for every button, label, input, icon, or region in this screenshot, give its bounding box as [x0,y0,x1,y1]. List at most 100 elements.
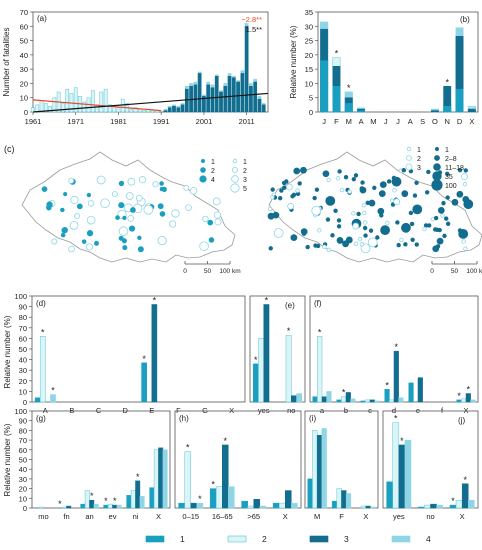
y-axis-label: Relative number (%) [3,423,12,496]
bar [417,377,423,403]
map-point [379,181,387,189]
panel-label: (j) [458,416,465,425]
map-point [61,226,68,234]
y-tick-label: 10 [20,94,28,103]
bar [141,362,147,403]
map-point [297,181,302,186]
map-outline [21,151,236,263]
legend-marker [405,163,413,171]
bar [370,506,376,509]
map-point [189,187,198,195]
bar [135,480,141,509]
map-point [322,244,327,250]
bar [398,444,406,509]
map-point [76,203,83,210]
bar [331,500,338,509]
bar [316,435,323,509]
significance-star: * [347,83,351,93]
map-point [100,198,110,208]
bar [392,422,400,509]
map-point [270,195,275,200]
map-point [353,241,359,246]
bar [50,394,56,403]
x-tick-label: 1971 [67,117,84,126]
legend-label: 1 [417,147,421,154]
significance-star: * [394,414,398,424]
bar [84,490,90,509]
y-tick-label: 30 [305,22,313,31]
x-tick-label: X [283,512,288,521]
significance-star: * [451,496,455,506]
trend-label: −2.8** [241,15,262,24]
x-tick-label: yes [393,512,405,521]
x-tick-label: J [396,117,400,126]
map-point [313,243,318,248]
significance-star: * [41,327,45,337]
legend-label: 1 [211,159,215,166]
map-point [202,215,209,223]
bar [332,86,341,113]
map-point [325,196,336,206]
map-point [445,195,450,200]
bar [240,73,245,113]
y-tick-label: 0 [309,108,313,117]
bar [455,88,464,113]
map-point [356,211,361,217]
x-tick-label: 2001 [196,117,213,126]
bar [285,490,292,509]
legend-label: 2 [417,156,421,163]
y-tick-label: 10 [19,387,27,396]
map-point [94,240,99,246]
y-tick-label: 0 [24,108,28,117]
map-point [287,202,295,210]
map-point [300,228,308,236]
bar [103,88,108,113]
map-point [121,238,127,244]
map-point [74,213,80,219]
bar [345,392,351,403]
map-point [68,245,75,253]
bar [43,103,48,113]
map-point [137,246,144,253]
bar [291,395,297,403]
bar [66,505,72,509]
bar [162,449,168,509]
map-point [352,222,360,230]
bar [150,110,155,113]
map-point [135,194,143,202]
significance-star: * [198,494,202,504]
bar [312,430,318,509]
map-point [456,190,464,198]
map-point [70,195,79,204]
legend-marker [406,146,412,152]
bar [389,399,395,403]
bar [263,304,270,403]
map-point [60,232,66,238]
map-point [214,218,222,226]
map-point [437,207,445,214]
bar [393,350,399,403]
map-point [295,188,300,193]
map-point [122,245,128,251]
bar [65,88,70,113]
map-point [171,209,180,218]
significance-star: * [335,49,339,59]
bar [167,107,172,113]
map-point [125,192,134,200]
map-point [317,228,322,233]
y-axis-label: Number of fatalities [2,28,11,97]
map-outline [268,151,482,263]
map-point [213,211,222,219]
bar [360,505,367,509]
bar [285,334,292,403]
map-point [270,187,275,192]
map-point [51,238,58,245]
x-tick-label: ni [133,512,139,521]
x-tick-label: G [202,406,208,415]
map-point [393,198,401,206]
y-tick-label: 80 [19,426,27,435]
bar [223,86,228,113]
map-point [451,198,459,206]
x-tick-label: no [287,406,295,415]
